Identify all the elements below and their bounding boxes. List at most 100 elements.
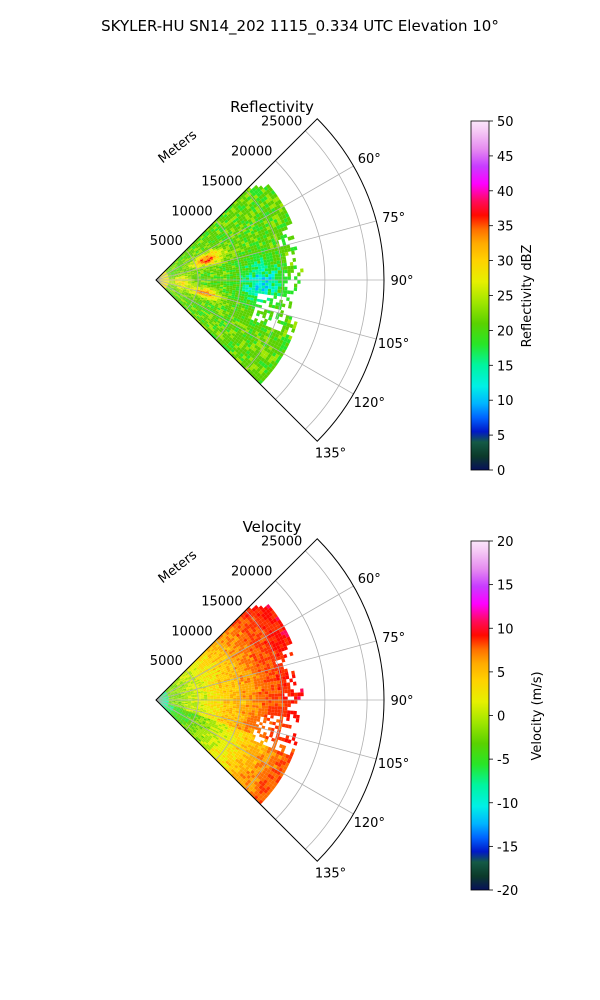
- field-cell: [231, 252, 236, 256]
- field-cell: [168, 700, 173, 701]
- field-cell: [170, 271, 174, 274]
- field-cell: [182, 680, 187, 684]
- field-cell: [193, 253, 198, 257]
- field-cell: [199, 306, 203, 310]
- field-cell: [222, 268, 227, 272]
- field-cell: [251, 707, 256, 711]
- field-cell: [196, 299, 200, 302]
- field-cell: [243, 348, 248, 353]
- field-cell: [224, 250, 228, 254]
- field-cell: [222, 253, 226, 257]
- field-cell: [213, 243, 218, 247]
- field-cell: [164, 275, 168, 277]
- field-cell: [174, 691, 178, 694]
- field-cell: [245, 350, 251, 355]
- field-cell: [224, 209, 229, 214]
- field-cell: [247, 294, 252, 298]
- field-cell: [166, 707, 170, 710]
- field-cell: [261, 205, 267, 210]
- field-cell: [244, 198, 249, 203]
- field-cell: [275, 254, 280, 258]
- field-cell: [244, 239, 248, 244]
- field-cell: [245, 695, 250, 698]
- field-cell: [166, 287, 170, 290]
- field-cell: [161, 275, 165, 278]
- field-cell: [184, 704, 188, 706]
- field-cell: [281, 238, 286, 243]
- field-cell: [159, 279, 163, 280]
- field-cell: [171, 273, 175, 275]
- field-cell: [163, 705, 167, 708]
- field-cell: [232, 706, 237, 709]
- field-cell: [241, 263, 245, 267]
- field-cell: [196, 678, 200, 681]
- field-cell: [214, 328, 219, 333]
- field-cell: [248, 684, 252, 688]
- field-cell: [187, 676, 191, 679]
- field-cell: [162, 280, 166, 281]
- field-cell: [191, 244, 195, 248]
- field-cell: [162, 281, 166, 282]
- field-cell: [252, 203, 258, 209]
- field-cell: [209, 287, 214, 289]
- field-cell: [203, 690, 207, 693]
- field-cell: [167, 285, 171, 288]
- field-cell: [204, 724, 208, 728]
- field-cell: [170, 264, 173, 268]
- field-cell: [228, 225, 233, 230]
- field-cell: [180, 295, 184, 298]
- field-cell: [187, 693, 191, 695]
- field-cell: [187, 284, 191, 286]
- field-cell: [232, 336, 237, 341]
- field-cell: [176, 268, 180, 271]
- field-cell: [277, 319, 282, 324]
- field-cell: [242, 191, 247, 196]
- field-cell: [250, 205, 255, 211]
- field-cell: [252, 300, 257, 304]
- field-cell: [207, 704, 211, 706]
- field-cell: [228, 325, 233, 329]
- field-cell: [213, 249, 217, 253]
- field-cell: [242, 692, 246, 696]
- field-cell: [190, 262, 195, 265]
- sector-frame: [155, 118, 385, 442]
- field-cell: [244, 260, 248, 264]
- field-cell: [267, 684, 271, 689]
- field-cell: [216, 236, 221, 240]
- field-cell: [200, 259, 204, 262]
- field-cell: [256, 258, 261, 262]
- field-cell: [204, 717, 208, 720]
- field-cell: [274, 276, 279, 280]
- field-cell: [277, 228, 282, 233]
- field-cell: [258, 343, 263, 349]
- field-cell: [194, 674, 198, 678]
- field-cell: [210, 250, 214, 254]
- field-cell: [161, 696, 165, 698]
- field-cell: [168, 704, 172, 706]
- field-cell: [175, 687, 179, 690]
- field-cell: [211, 240, 216, 244]
- field-cell: [259, 722, 263, 726]
- field-cell: [284, 276, 288, 280]
- field-cell: [161, 282, 165, 284]
- field-cell: [183, 689, 187, 692]
- field-cell: [205, 712, 210, 715]
- field-cell: [206, 691, 211, 694]
- field-cell: [263, 359, 268, 365]
- field-cell: [203, 245, 208, 249]
- field-cell: [177, 690, 181, 693]
- field-cell: [178, 717, 182, 720]
- field-cell: [268, 232, 273, 237]
- field-cell: [195, 670, 200, 674]
- field-cell: [255, 213, 261, 218]
- field-cell: [245, 267, 249, 271]
- field-cell: [256, 372, 261, 378]
- field-cell: [204, 236, 209, 240]
- field-cell: [197, 247, 201, 251]
- field-cell: [226, 232, 230, 237]
- field-cell: [164, 273, 168, 276]
- field-cell: [283, 217, 289, 223]
- field-cell: [232, 231, 237, 235]
- field-cell: [228, 312, 233, 316]
- field-cell: [242, 228, 247, 233]
